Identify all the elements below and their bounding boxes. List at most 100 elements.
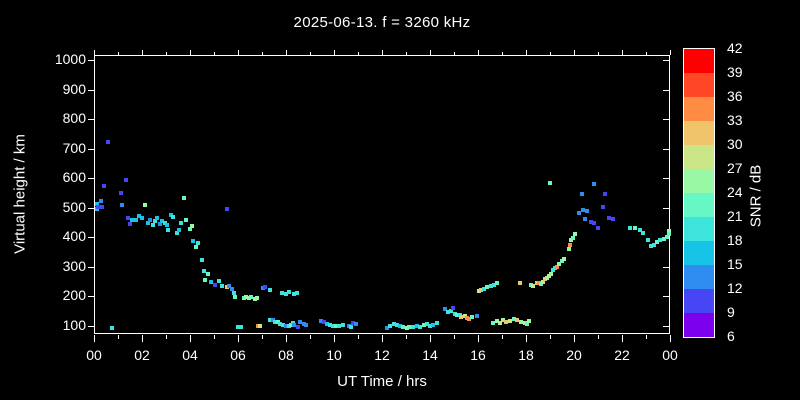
data-point [133,218,138,223]
data-point [395,322,400,327]
data-point [119,203,124,208]
y-tick-label: 200 [62,287,86,304]
data-point [291,321,295,326]
x-major-tick-top [622,50,623,55]
data-point [646,238,651,243]
y-major-tick-right [663,207,669,209]
data-point [202,269,207,274]
data-point [467,316,472,321]
data-point [562,256,567,261]
y-major-tick-right [663,266,669,268]
data-point [446,309,451,314]
x-major-tick-top [190,50,191,55]
data-point [665,235,670,240]
data-point [667,229,671,234]
data-point [298,320,303,325]
y-tick-label: 600 [62,169,86,186]
data-point [157,222,162,227]
data-point [235,324,240,329]
data-point [301,321,306,326]
data-point [469,315,474,320]
data-point [661,236,666,241]
data-point [474,313,479,318]
data-point [95,204,100,209]
data-point [162,220,167,225]
x-major-tick [286,335,287,342]
y-major-tick [88,59,94,61]
data-point [148,217,153,222]
data-point [118,190,123,195]
y-tick-label: 1000 [54,50,86,67]
x-tick-label: 20 [566,347,582,363]
x-tick-label: 16 [470,347,486,363]
data-point [239,325,244,330]
colorbar-segment [684,145,714,169]
data-point [273,319,277,324]
y-major-tick-right [663,89,669,91]
data-point [546,274,551,279]
data-point [351,321,355,326]
x-major-tick [574,335,575,342]
x-tick-label: 00 [86,347,102,363]
x-minor-tick [502,335,503,339]
x-major-tick-top [142,50,143,55]
data-point [637,227,642,232]
data-point [391,321,396,326]
x-tick-label: 10 [326,347,342,363]
colorbar-tick-label: 42 [727,40,743,56]
data-point [95,206,99,211]
x-minor-tick-top [118,52,119,55]
data-point [405,326,409,331]
data-point [165,223,169,228]
x-minor-tick-top [262,52,263,55]
data-point [191,238,196,243]
data-point [640,230,645,235]
x-minor-tick [166,335,167,339]
x-major-tick [94,335,95,342]
data-point [292,323,297,328]
data-point [435,321,439,326]
x-minor-tick [598,335,599,339]
data-point [318,318,323,323]
colorbar-tick-label: 33 [727,112,743,128]
data-point [233,295,238,300]
data-point [568,243,573,248]
colorbar-segment [684,217,714,241]
data-point [246,296,251,301]
data-point [457,312,462,317]
data-point [571,236,576,241]
data-point [485,284,490,289]
data-point [124,177,129,182]
data-point [166,227,171,232]
data-point [288,322,293,327]
x-tick-label: 00 [662,347,678,363]
data-point [353,321,358,326]
data-point [105,140,110,145]
data-point [95,201,99,206]
x-major-tick [670,335,671,342]
data-point [203,277,208,282]
data-point [287,290,292,294]
data-point [421,322,426,327]
x-minor-tick [310,335,311,339]
data-point [453,312,457,317]
data-point [130,217,135,222]
data-point [503,320,508,325]
data-point [398,324,403,328]
data-point [261,285,265,290]
data-point [465,316,469,321]
x-major-tick [334,335,335,342]
data-point [580,191,585,196]
data-point [179,221,184,226]
x-tick-label: 04 [182,347,198,363]
x-minor-tick [214,335,215,339]
data-point [388,324,393,328]
data-point [407,325,412,330]
data-point [427,324,432,328]
x-major-tick-top [574,50,575,55]
y-major-tick [88,207,94,209]
x-axis-title: UT Time / hrs [337,373,427,390]
x-minor-tick [454,335,455,339]
data-point [100,204,105,209]
data-point [225,206,229,211]
